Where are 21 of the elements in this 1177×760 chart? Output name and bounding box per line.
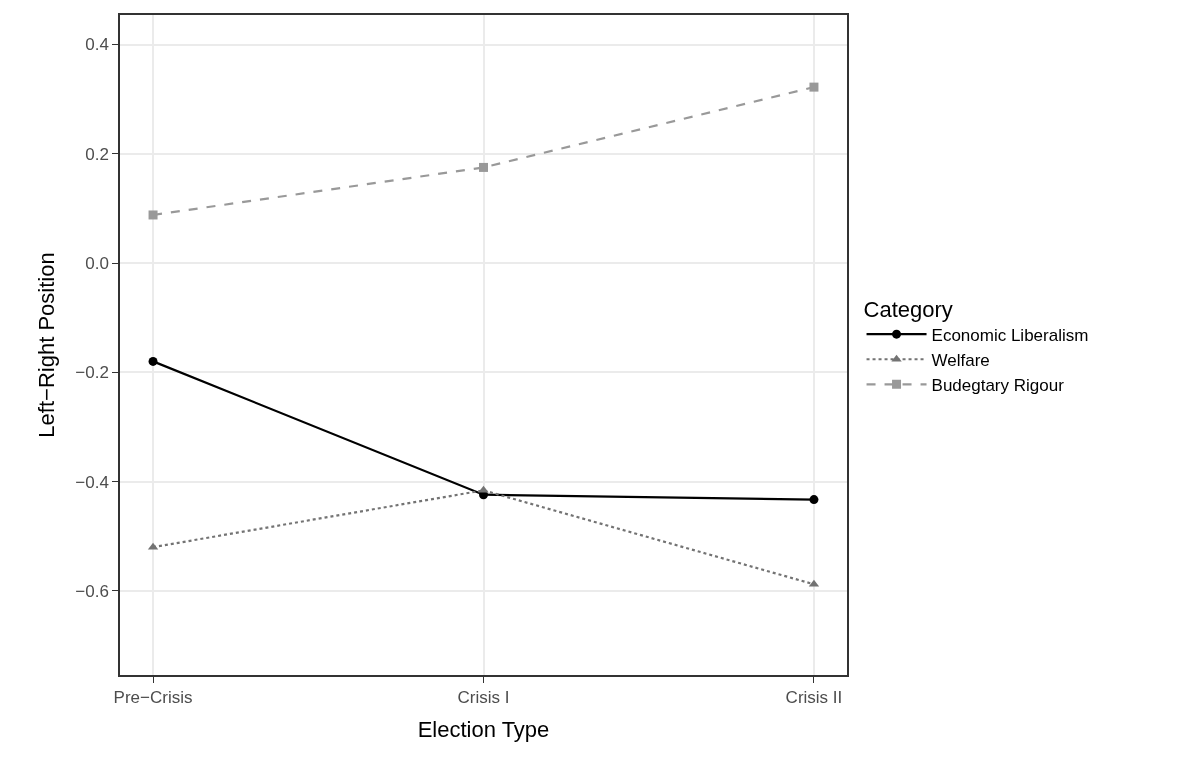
point xyxy=(148,210,158,220)
x-axis-title: Election Type xyxy=(417,716,550,742)
point xyxy=(478,485,489,493)
y-tick-label: −0.6 xyxy=(75,581,109,601)
y-tick-label: 0.4 xyxy=(85,35,109,55)
legend-title: Category xyxy=(863,296,953,322)
legend-label: Budegtary Rigour xyxy=(931,375,1065,395)
point xyxy=(809,495,819,505)
x-tick-label: Crisis II xyxy=(785,688,843,708)
y-tick-label: −0.4 xyxy=(75,472,109,492)
y-axis-title: Left−Right Position xyxy=(33,252,59,438)
x-tick-label: Pre−Crisis xyxy=(113,688,193,708)
y-tick-label: −0.2 xyxy=(75,363,109,383)
point xyxy=(148,356,158,366)
point xyxy=(479,162,488,172)
point xyxy=(809,82,819,92)
y-tick-label: 0.2 xyxy=(85,144,109,164)
y-tick-label: 0.0 xyxy=(85,254,109,273)
legend-label: Welfare xyxy=(931,350,990,370)
legend-label: Economic Liberalism xyxy=(931,325,1089,345)
x-tick-label: Crisis I xyxy=(457,688,510,708)
